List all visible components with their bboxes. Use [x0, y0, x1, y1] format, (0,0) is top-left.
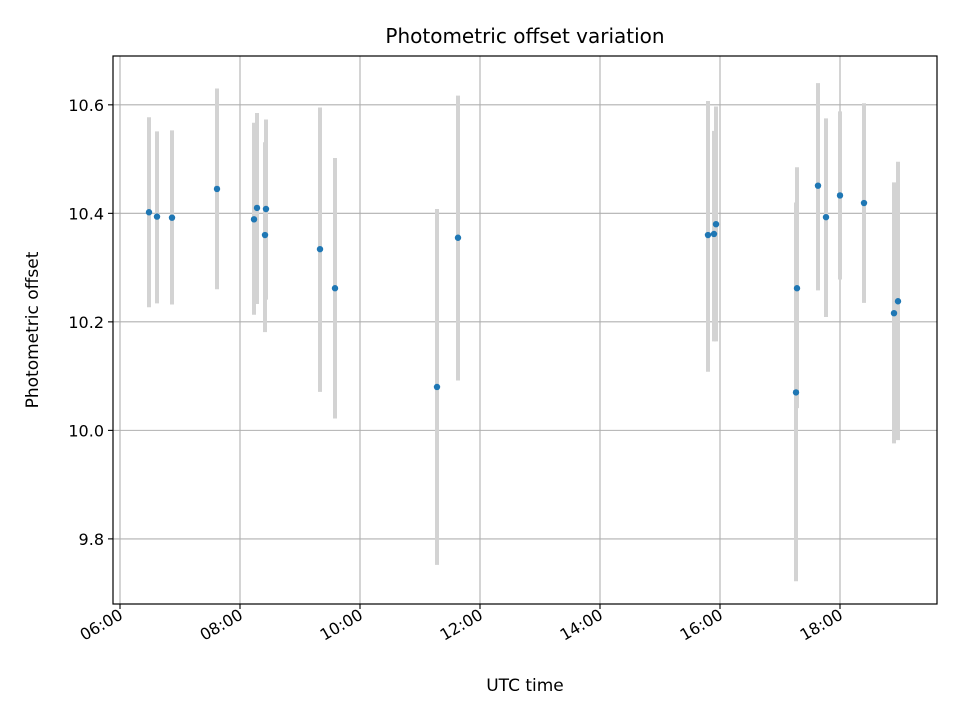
- y-tick-label: 9.8: [79, 530, 104, 549]
- data-points: [145, 182, 902, 396]
- data-point: [213, 185, 221, 193]
- data-point: [261, 231, 269, 239]
- plot-area-frame: [112, 55, 938, 605]
- data-point: [253, 204, 261, 212]
- y-tick-label: 10.2: [68, 313, 104, 332]
- data-point: [860, 199, 868, 207]
- data-point: [814, 182, 822, 189]
- data-point: [712, 220, 720, 228]
- y-axis-ticks: 9.8 10.0 10.2 10.4 10.6: [68, 96, 113, 549]
- data-point: [792, 389, 800, 396]
- data-point: [890, 309, 898, 317]
- data-point: [331, 285, 339, 292]
- data-point: [822, 213, 830, 221]
- y-axis-label: Photometric offset: [23, 251, 43, 408]
- y-tick-label: 10.6: [68, 96, 104, 115]
- data-point: [433, 383, 441, 391]
- data-point: [836, 192, 844, 199]
- chart-title: Photometric offset variation: [385, 24, 664, 48]
- y-tick-label: 10.0: [68, 421, 104, 440]
- y-tick-label: 10.4: [68, 204, 104, 223]
- x-axis-label: UTC time: [486, 676, 564, 696]
- data-point: [250, 216, 258, 223]
- data-point: [894, 298, 902, 305]
- data-point: [145, 209, 153, 216]
- data-point: [704, 231, 712, 239]
- data-point: [153, 213, 161, 220]
- data-point: [168, 214, 176, 221]
- data-point: [454, 234, 462, 241]
- data-point: [793, 285, 801, 292]
- data-point: [316, 245, 324, 253]
- data-point: [262, 205, 270, 213]
- grid-lines: [113, 56, 937, 604]
- data-point: [710, 230, 718, 238]
